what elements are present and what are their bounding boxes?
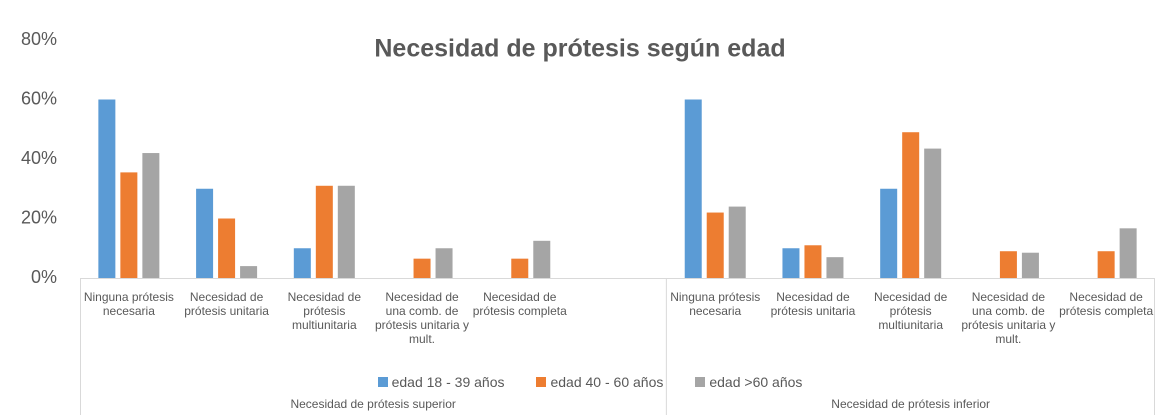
bar (902, 132, 920, 278)
bar (98, 99, 116, 278)
y-tick-label: 20% (21, 207, 57, 227)
y-tick-label: 60% (21, 88, 57, 108)
bar (1119, 228, 1137, 278)
legend-item: edad >60 años (695, 374, 802, 390)
bar (924, 148, 942, 278)
bar (240, 266, 258, 278)
chart-title: Necesidad de prótesis según edad (374, 35, 785, 63)
bar (413, 258, 431, 278)
legend-swatch (695, 377, 706, 387)
bar (120, 172, 138, 278)
bar (880, 188, 898, 278)
x-tick-label: Necesidad de prótesis unitaria (184, 290, 269, 318)
legend-item: edad 40 - 60 años (536, 374, 663, 390)
bar (196, 188, 214, 278)
y-tick-label: 0% (31, 267, 57, 287)
bar (435, 248, 453, 278)
x-tick-label: Ninguna prótesis necesaria (83, 290, 174, 318)
bar (804, 245, 822, 278)
x-tick-label: Necesidad de una comb. de prótesis unita… (961, 290, 1056, 346)
bar (315, 185, 333, 278)
bar (728, 206, 746, 278)
legend-item: edad 18 - 39 años (377, 374, 505, 390)
bar (782, 248, 800, 278)
y-tick-label: 40% (21, 148, 57, 168)
bar (999, 251, 1017, 278)
bar (142, 153, 160, 278)
bar (1021, 252, 1039, 278)
legend-label: edad 18 - 39 años (391, 374, 505, 390)
bar (1097, 251, 1115, 278)
x-tick-label: Necesidad de prótesis multiunitaria (873, 290, 948, 332)
x-tick-label: Necesidad de prótesis completa (472, 290, 567, 318)
x-tick-label: Necesidad de una comb. de prótesis unita… (375, 290, 470, 346)
bar (218, 218, 236, 278)
group-label: Necesidad de prótesis superior (290, 397, 456, 411)
bar (293, 248, 311, 278)
x-tick-label: Necesidad de prótesis completa (1059, 290, 1154, 318)
x-tick-label: Necesidad de prótesis unitaria (770, 290, 856, 318)
bar (826, 257, 844, 278)
legend-swatch (377, 377, 388, 387)
x-tick-label: Necesidad de prótesis multiunitaria (287, 290, 361, 332)
group-label: Necesidad de prótesis inferior (831, 397, 991, 411)
legend-swatch (536, 377, 547, 387)
legend-label: edad >60 años (709, 374, 803, 390)
legend: edad 18 - 39 años edad 40 - 60 años edad >… (0, 374, 1160, 390)
bar (337, 185, 355, 278)
bar (684, 99, 702, 278)
bar (511, 258, 529, 278)
y-tick-label: 80% (21, 29, 57, 49)
legend-label: edad 40 - 60 años (550, 374, 664, 390)
bar (533, 240, 551, 278)
x-tick-label: Ninguna prótesis necesaria (670, 290, 761, 318)
bar (706, 212, 724, 278)
